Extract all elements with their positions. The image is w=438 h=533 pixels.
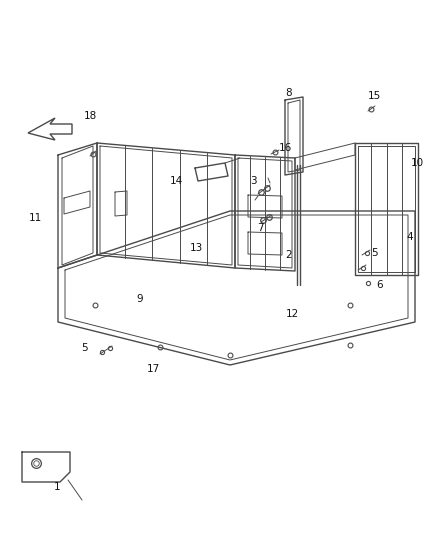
Text: 5: 5 bbox=[372, 248, 378, 258]
Text: 10: 10 bbox=[410, 158, 424, 168]
Text: 17: 17 bbox=[146, 364, 159, 374]
Text: 6: 6 bbox=[377, 280, 383, 290]
Text: 1: 1 bbox=[54, 482, 60, 492]
Text: 4: 4 bbox=[407, 232, 413, 242]
Text: 11: 11 bbox=[28, 213, 42, 223]
Text: 8: 8 bbox=[286, 88, 292, 98]
Text: 5: 5 bbox=[82, 343, 88, 353]
Text: 15: 15 bbox=[367, 91, 381, 101]
Text: 14: 14 bbox=[170, 176, 183, 186]
Text: 9: 9 bbox=[137, 294, 143, 304]
Text: 12: 12 bbox=[286, 309, 299, 319]
Text: 7: 7 bbox=[257, 223, 263, 233]
Text: 13: 13 bbox=[189, 243, 203, 253]
Text: 3: 3 bbox=[250, 176, 256, 186]
Text: 18: 18 bbox=[83, 111, 97, 121]
Text: 2: 2 bbox=[286, 250, 292, 260]
Text: 16: 16 bbox=[279, 143, 292, 153]
